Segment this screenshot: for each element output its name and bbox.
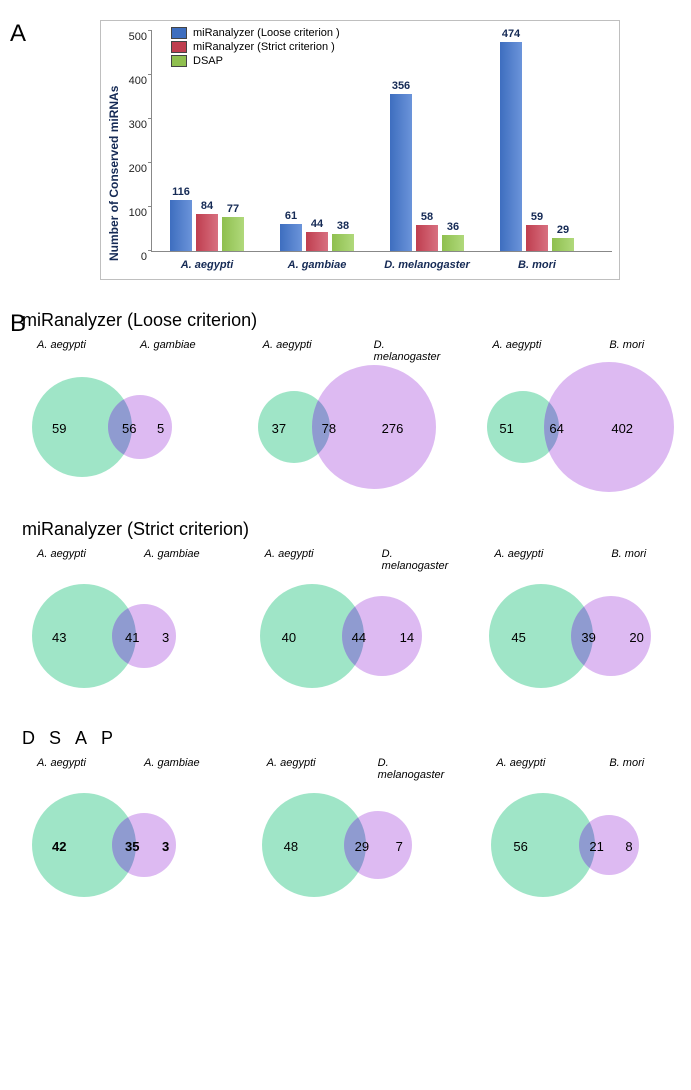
y-tick: 400 xyxy=(107,75,147,87)
venn-species-left: A. aegypti xyxy=(496,757,545,769)
venn-diagram: A. aegypti B. mori 51 64 402 xyxy=(481,339,681,499)
y-tick: 200 xyxy=(107,163,147,175)
bar xyxy=(416,225,438,251)
venn-species-left: A. aegypti xyxy=(492,339,541,351)
bar-value-label: 474 xyxy=(502,28,520,40)
venn-sections: miRanalyzer (Loose criterion)A. aegyptiA… xyxy=(10,310,681,917)
bar-value-label: 116 xyxy=(172,186,190,198)
bar-value-label: 44 xyxy=(311,218,323,230)
bar xyxy=(442,235,464,251)
bar-value-label: 77 xyxy=(227,203,239,215)
venn-diagram: A. aegypti A. gambiae 59 56 5 xyxy=(22,339,222,499)
venn-count: 3 xyxy=(162,839,169,854)
venn-count: 48 xyxy=(284,839,298,854)
venn-row: A. aegyptiA. gambiae42353A. aegyptiD. me… xyxy=(22,757,681,917)
bar xyxy=(280,224,302,251)
venn-species-right: A. gambiae xyxy=(144,757,200,769)
venn-species-left: A. aegypti xyxy=(267,757,316,769)
venn-diagram: A. aegyptiD. melanogaster48297 xyxy=(252,757,452,917)
venn-diagram: A. aegypti A. gambiae 42 35 3 xyxy=(22,757,222,917)
bar-value-label: 38 xyxy=(337,220,349,232)
venn-species-left: A. aegypti xyxy=(263,339,312,351)
venn-section-title: miRanalyzer (Strict criterion) xyxy=(22,519,681,540)
panel-B: B miRanalyzer (Loose criterion) A. aegypt… xyxy=(10,310,681,917)
venn-diagram: A. aegyptiD. melanogaster3778276 xyxy=(252,339,452,499)
venn-count: 8 xyxy=(625,839,632,854)
bar xyxy=(332,234,354,251)
venn-count: 21 xyxy=(589,839,603,854)
venn-count: 37 xyxy=(272,421,286,436)
bar xyxy=(170,200,192,251)
venn-diagram: A. aegypti B. mori 45 39 20 xyxy=(481,548,681,708)
venn-species-left: A. aegypti xyxy=(494,548,543,560)
venn-diagram: A. aegyptiD. melanogaster404414 xyxy=(252,548,452,708)
plot-area: 01002003004005001168477A. aegypti614438A… xyxy=(151,31,612,252)
venn-section-title: DSAP xyxy=(22,728,681,749)
venn-count: 7 xyxy=(396,839,403,854)
venn-count: 64 xyxy=(549,421,563,436)
venn-count: 402 xyxy=(611,421,633,436)
bar xyxy=(390,94,412,251)
bar xyxy=(500,42,522,251)
venn-count: 44 xyxy=(352,630,366,645)
x-category-label: B. mori xyxy=(518,259,556,271)
venn-count: 29 xyxy=(355,839,369,854)
venn-species-left: A. aegypti xyxy=(37,339,86,351)
venn-species-left: A. aegypti xyxy=(37,757,86,769)
bar-value-label: 61 xyxy=(285,210,297,222)
y-tick: 500 xyxy=(107,31,147,43)
venn-species-right: B. mori xyxy=(609,757,644,769)
y-tick: 0 xyxy=(107,251,147,263)
bar-value-label: 59 xyxy=(531,211,543,223)
x-category-label: A. gambiae xyxy=(288,259,347,271)
bar-value-label: 356 xyxy=(392,80,410,92)
venn-count: 40 xyxy=(282,630,296,645)
venn-diagram: A. aegypti B. mori 56 21 8 xyxy=(481,757,681,917)
bar-value-label: 84 xyxy=(201,200,213,212)
x-category-label: D. melanogaster xyxy=(384,259,470,271)
venn-count: 276 xyxy=(382,421,404,436)
venn-row: A. aegyptiA. gambiae59565A. aegyptiD. me… xyxy=(22,339,681,499)
bar xyxy=(196,214,218,251)
bar xyxy=(222,217,244,251)
x-category-label: A. aegypti xyxy=(181,259,234,271)
venn-count: 14 xyxy=(400,630,414,645)
venn-count: 59 xyxy=(52,421,66,436)
venn-count: 56 xyxy=(513,839,527,854)
venn-count: 51 xyxy=(499,421,513,436)
y-tick: 300 xyxy=(107,119,147,131)
venn-count: 56 xyxy=(122,421,136,436)
panel-A-label: A xyxy=(10,20,26,48)
venn-species-right: A. gambiae xyxy=(140,339,196,351)
y-tick: 100 xyxy=(107,207,147,219)
bar xyxy=(306,232,328,251)
bar-value-label: 36 xyxy=(447,221,459,233)
panel-A: A Number of Conserved miRNAs miRanalyzer… xyxy=(10,20,681,280)
venn-count: 5 xyxy=(157,421,164,436)
venn-species-right: B. mori xyxy=(609,339,644,351)
venn-count: 35 xyxy=(125,839,139,854)
venn-row: A. aegyptiA. gambiae43413A. aegyptiD. me… xyxy=(22,548,681,708)
bar xyxy=(552,238,574,251)
venn-count: 3 xyxy=(162,630,169,645)
panel-B-label: B xyxy=(10,310,26,338)
venn-count: 43 xyxy=(52,630,66,645)
venn-count: 20 xyxy=(629,630,643,645)
venn-count: 45 xyxy=(511,630,525,645)
venn-species-right: B. mori xyxy=(611,548,646,560)
venn-species-left: A. aegypti xyxy=(265,548,314,560)
bar xyxy=(526,225,548,251)
venn-count: 78 xyxy=(322,421,336,436)
venn-species-left: A. aegypti xyxy=(37,548,86,560)
bar-chart: Number of Conserved miRNAs miRanalyzer (… xyxy=(100,20,620,280)
venn-count: 39 xyxy=(581,630,595,645)
bar-value-label: 29 xyxy=(557,224,569,236)
venn-section-title: miRanalyzer (Loose criterion) xyxy=(22,310,681,331)
venn-count: 41 xyxy=(125,630,139,645)
bar-value-label: 58 xyxy=(421,211,433,223)
venn-diagram: A. aegypti A. gambiae 43 41 3 xyxy=(22,548,222,708)
venn-count: 42 xyxy=(52,839,66,854)
venn-species-right: A. gambiae xyxy=(144,548,200,560)
